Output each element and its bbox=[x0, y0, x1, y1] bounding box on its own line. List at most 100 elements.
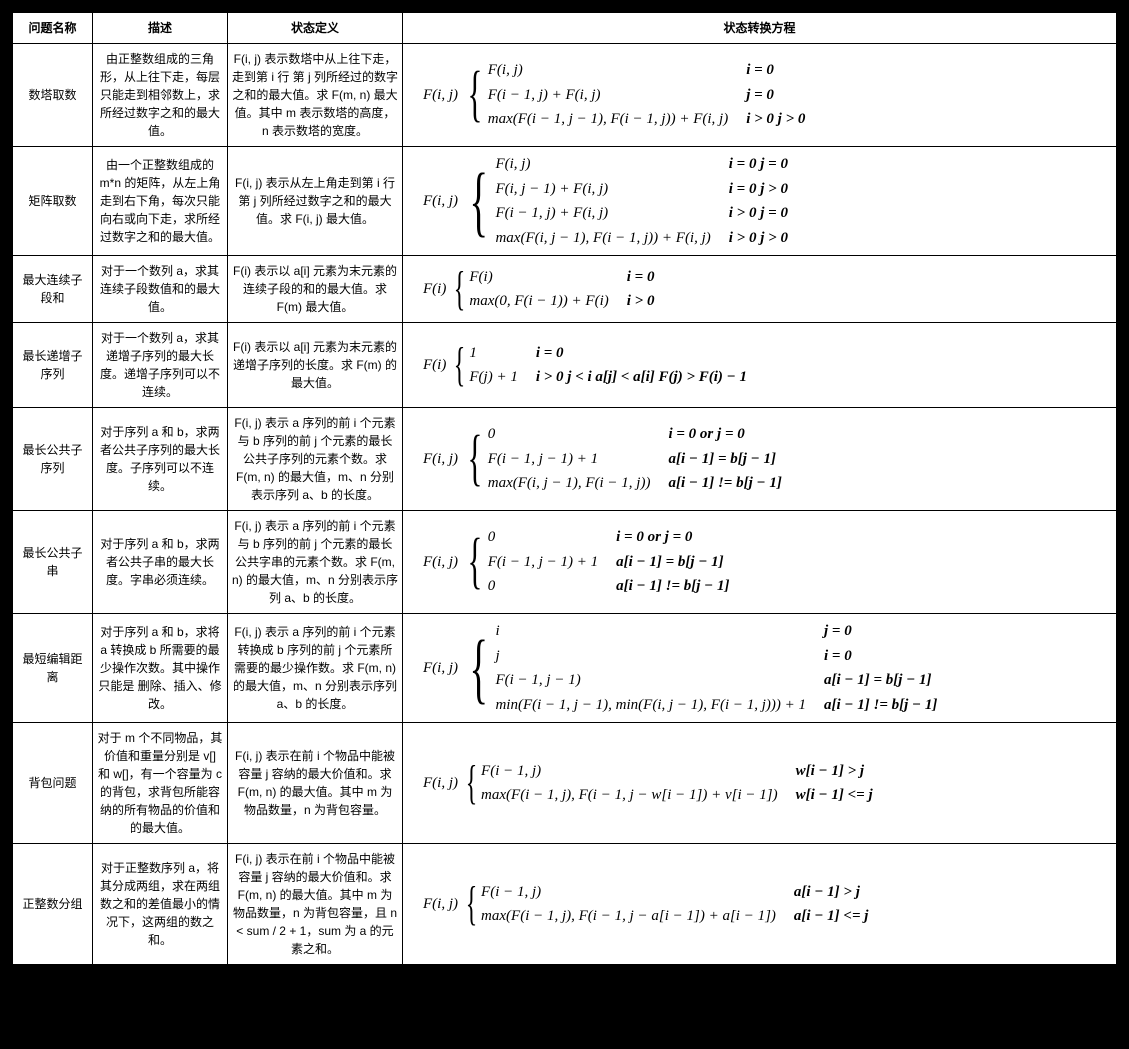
case-cond: i = 0 or j = 0 bbox=[616, 526, 729, 549]
case-expr: F(i, j) bbox=[488, 59, 728, 82]
header-name: 问题名称 bbox=[13, 13, 93, 44]
case-cond: i > 0 j < i a[j] < a[i] F(j) > F(i) − 1 bbox=[536, 366, 747, 389]
cell-equation: F(i, j){F(i − 1, j) a[i − 1] > j max(F(i −… bbox=[403, 844, 1117, 965]
cell-name: 背包问题 bbox=[13, 723, 93, 844]
cell-name: 最长公共子序列 bbox=[13, 408, 93, 511]
case-expr: F(i, j) bbox=[495, 153, 710, 176]
equation-fn: F(i, j) bbox=[423, 551, 462, 574]
case-cond: i > 0 j > 0 bbox=[729, 227, 788, 250]
cell-state: F(i, j) 表示 a 序列的前 i 个元素与 b 序列的前 j 个元素的最长… bbox=[228, 511, 403, 614]
equation-cases: ij = 0ji = 0F(i − 1, j − 1)a[i − 1] = b[… bbox=[495, 620, 937, 716]
table-row: 最长公共子序列对于序列 a 和 b，求两者公共子序列的最大长度。子序列可以不连续… bbox=[13, 408, 1117, 511]
table-row: 矩阵取数由一个正整数组成的 m*n 的矩阵，从左上角走到右下角，每次只能向右或向… bbox=[13, 147, 1117, 256]
case-cond: j = 0 bbox=[746, 84, 805, 107]
case-cond: a[i − 1] != b[j − 1] bbox=[824, 694, 937, 717]
case-cond: w[i − 1] > j bbox=[796, 760, 873, 783]
equation-cases: 0 i = 0 or j = 0 F(i − 1, j − 1) + 1 a[i − … bbox=[488, 423, 782, 495]
cell-state: F(i, j) 表示从左上角走到第 i 行第 j 列所经过数字之和的最大值。求 … bbox=[228, 147, 403, 256]
brace-icon: { bbox=[466, 764, 478, 802]
equation-cases: 0i = 0 or j = 0F(i − 1, j − 1) + 1a[i − … bbox=[488, 526, 730, 598]
cell-name: 最长递增子序列 bbox=[13, 323, 93, 408]
case-cond: i > 0 j = 0 bbox=[729, 202, 788, 225]
cell-desc: 由正整数组成的三角形，从上往下走，每层只能走到相邻数上，求所经过数字之和的最大值… bbox=[93, 44, 228, 147]
cell-state: F(i, j) 表示数塔中从上往下走，走到第 i 行 第 j 列所经过的数字之和… bbox=[228, 44, 403, 147]
case-expr: max(F(i, j − 1), F(i − 1, j)) bbox=[488, 472, 651, 495]
case-expr: 0 bbox=[488, 423, 651, 446]
table-row: 数塔取数由正整数组成的三角形，从上往下走，每层只能走到相邻数上，求所经过数字之和… bbox=[13, 44, 1117, 147]
table-row: 最长公共子串对于序列 a 和 b，求两者公共子串的最大长度。字串必须连续。F(i… bbox=[13, 511, 1117, 614]
equation-fn: F(i, j) bbox=[423, 893, 462, 916]
case-cond: a[i − 1] > j bbox=[794, 881, 869, 904]
cell-state: F(i, j) 表示 a 序列的前 i 个元素转换成 b 序列的前 j 个元素所… bbox=[228, 614, 403, 723]
cell-name: 最大连续子段和 bbox=[13, 256, 93, 323]
table-row: 最长递增子序列对于一个数列 a，求其递增子序列的最大长度。递增子序列可以不连续。… bbox=[13, 323, 1117, 408]
case-cond: i = 0 j > 0 bbox=[729, 178, 788, 201]
case-expr: max(F(i − 1, j), F(i − 1, j − a[i − 1]) … bbox=[481, 905, 776, 928]
case-expr: F(i − 1, j) bbox=[481, 760, 778, 783]
equation-cases: F(i − 1, j) a[i − 1] > j max(F(i − 1, j), … bbox=[481, 881, 868, 928]
cell-state: F(i) 表示以 a[i] 元素为末元素的连续子段的和的最大值。求 F(m) 最… bbox=[228, 256, 403, 323]
equation-cases: F(i − 1, j) w[i − 1] > j max(F(i − 1, j), … bbox=[481, 760, 873, 807]
case-cond: i = 0 bbox=[627, 266, 655, 289]
case-expr: F(i, j − 1) + F(i, j) bbox=[495, 178, 710, 201]
cell-desc: 对于序列 a 和 b，求两者公共子串的最大长度。字串必须连续。 bbox=[93, 511, 228, 614]
case-expr: min(F(i − 1, j − 1), min(F(i, j − 1), F(… bbox=[495, 694, 806, 717]
equation-fn: F(i) bbox=[423, 354, 450, 377]
case-cond: i = 0 bbox=[824, 645, 937, 668]
case-expr: 0 bbox=[488, 575, 598, 598]
equation-fn: F(i, j) bbox=[423, 190, 462, 213]
case-cond: i = 0 bbox=[746, 59, 805, 82]
cell-desc: 对于正整数序列 a，将其分成两组，求在两组数之和的差值最小的情况下，这两组的数之… bbox=[93, 844, 228, 965]
brace-icon: { bbox=[454, 346, 466, 384]
brace-icon: { bbox=[467, 70, 482, 120]
brace-icon: { bbox=[467, 537, 482, 587]
cell-name: 数塔取数 bbox=[13, 44, 93, 147]
brace-icon: { bbox=[467, 434, 482, 484]
cell-state: F(i, j) 表示在前 i 个物品中能被容量 j 容纳的最大价值和。求 F(m… bbox=[228, 723, 403, 844]
case-expr: F(i − 1, j) + F(i, j) bbox=[488, 84, 728, 107]
cell-equation: F(i, j){F(i − 1, j)w[i − 1] > jmax(F(i −… bbox=[403, 723, 1117, 844]
table-row: 背包问题对于 m 个不同物品，其价值和重量分别是 v[] 和 w[]，有一个容量… bbox=[13, 723, 1117, 844]
case-expr: F(i) bbox=[469, 266, 608, 289]
cell-equation: F(i){1i = 0F(j) + 1i > 0 j < i a[j] < a[… bbox=[403, 323, 1117, 408]
case-cond: i = 0 j = 0 bbox=[729, 153, 788, 176]
equation-cases: F(i) i = 0 max(0, F(i − 1)) + F(i) i > 0 bbox=[469, 266, 654, 313]
case-cond: a[i − 1] = b[j − 1] bbox=[824, 669, 937, 692]
case-expr: F(i − 1, j − 1) bbox=[495, 669, 806, 692]
case-expr: max(F(i − 1, j), F(i − 1, j − w[i − 1]) … bbox=[481, 784, 778, 807]
case-cond: i > 0 j > 0 bbox=[746, 108, 805, 131]
case-expr: 1 bbox=[469, 342, 517, 365]
equation-cases: 1i = 0F(j) + 1i > 0 j < i a[j] < a[i] F(… bbox=[469, 342, 747, 389]
cell-desc: 对于一个数列 a，求其连续子段数值和的最大值。 bbox=[93, 256, 228, 323]
case-cond: a[i − 1] != b[j − 1] bbox=[668, 472, 781, 495]
case-expr: F(i − 1, j) bbox=[481, 881, 776, 904]
case-expr: max(F(i − 1, j − 1), F(i − 1, j)) + F(i,… bbox=[488, 108, 728, 131]
case-expr: F(j) + 1 bbox=[469, 366, 517, 389]
cell-desc: 对于序列 a 和 b，求将 a 转换成 b 所需要的最少操作次数。其中操作只能是… bbox=[93, 614, 228, 723]
cell-equation: F(i, j){0 i = 0 or j = 0 F(i − 1, j − 1) +… bbox=[403, 511, 1117, 614]
cell-name: 最短编辑距离 bbox=[13, 614, 93, 723]
case-expr: j bbox=[495, 645, 806, 668]
cell-name: 最长公共子串 bbox=[13, 511, 93, 614]
equation-fn: F(i, j) bbox=[423, 84, 462, 107]
case-expr: F(i − 1, j − 1) + 1 bbox=[488, 551, 598, 574]
case-expr: max(0, F(i − 1)) + F(i) bbox=[469, 290, 608, 313]
case-cond: j = 0 bbox=[824, 620, 937, 643]
header-eq: 状态转换方程 bbox=[403, 13, 1117, 44]
table-row: 最大连续子段和对于一个数列 a，求其连续子段数值和的最大值。F(i) 表示以 a… bbox=[13, 256, 1117, 323]
case-cond: i > 0 bbox=[627, 290, 655, 313]
case-expr: F(i − 1, j − 1) + 1 bbox=[488, 448, 651, 471]
brace-icon: { bbox=[454, 270, 466, 308]
brace-icon: { bbox=[469, 637, 488, 699]
brace-icon: { bbox=[469, 170, 488, 232]
case-cond: w[i − 1] <= j bbox=[796, 784, 873, 807]
cell-name: 矩阵取数 bbox=[13, 147, 93, 256]
equation-cases: F(i, j) i = 0 j = 0 F(i, j − 1) + F(i, j) i… bbox=[495, 153, 788, 249]
cell-equation: F(i){F(i) i = 0 max(0, F(i − 1)) + F(i) i >… bbox=[403, 256, 1117, 323]
equation-fn: F(i, j) bbox=[423, 657, 462, 680]
brace-icon: { bbox=[466, 885, 478, 923]
table-row: 正整数分组对于正整数序列 a，将其分成两组，求在两组数之和的差值最小的情况下，这… bbox=[13, 844, 1117, 965]
case-expr: 0 bbox=[488, 526, 598, 549]
case-cond: i = 0 or j = 0 bbox=[668, 423, 781, 446]
case-expr: F(i − 1, j) + F(i, j) bbox=[495, 202, 710, 225]
